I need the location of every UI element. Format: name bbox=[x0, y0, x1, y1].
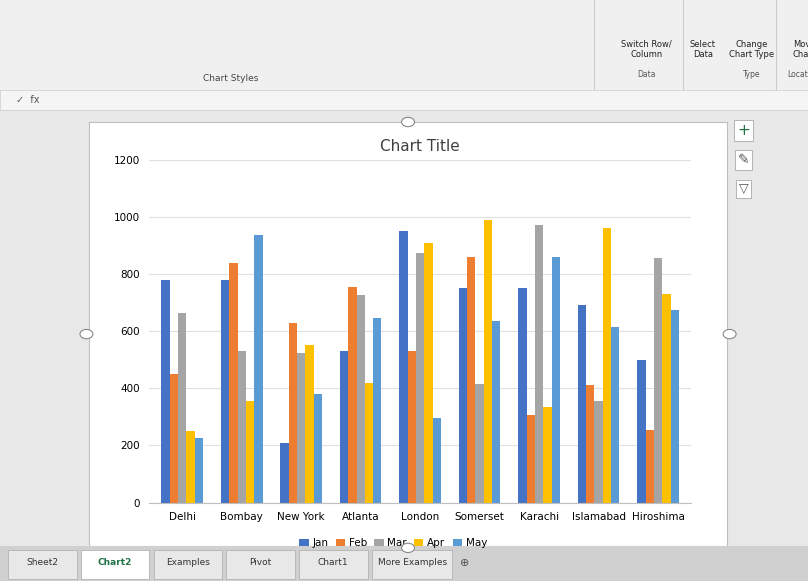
FancyBboxPatch shape bbox=[154, 550, 222, 579]
Text: Move
Chart: Move Chart bbox=[793, 40, 808, 59]
Text: Chart Styles: Chart Styles bbox=[203, 74, 258, 83]
FancyBboxPatch shape bbox=[81, 550, 149, 579]
Text: ⊕: ⊕ bbox=[460, 558, 469, 568]
Bar bbox=[373, 318, 381, 503]
Text: Sheet2: Sheet2 bbox=[27, 558, 58, 568]
Bar bbox=[459, 288, 467, 503]
Bar bbox=[195, 438, 203, 503]
Bar bbox=[365, 383, 373, 503]
Bar bbox=[162, 279, 170, 503]
Bar bbox=[178, 313, 187, 503]
Text: ▽: ▽ bbox=[739, 182, 748, 195]
Bar bbox=[229, 263, 238, 503]
Bar bbox=[527, 415, 535, 503]
Bar bbox=[255, 235, 263, 503]
Text: ✎: ✎ bbox=[738, 153, 749, 167]
Text: Chart1: Chart1 bbox=[318, 558, 348, 568]
Bar bbox=[424, 243, 432, 503]
Bar bbox=[348, 287, 356, 503]
Bar bbox=[467, 257, 475, 503]
Bar bbox=[654, 259, 663, 503]
Text: Data: Data bbox=[638, 70, 655, 79]
Text: Pivot: Pivot bbox=[250, 558, 271, 568]
Bar bbox=[638, 360, 646, 503]
Bar bbox=[663, 294, 671, 503]
Bar bbox=[187, 431, 195, 503]
Text: Select
Data: Select Data bbox=[690, 40, 716, 59]
Text: Examples: Examples bbox=[166, 558, 210, 568]
Bar bbox=[432, 418, 441, 503]
Bar bbox=[221, 279, 229, 503]
FancyBboxPatch shape bbox=[299, 550, 368, 579]
FancyBboxPatch shape bbox=[8, 550, 77, 579]
Text: Location: Location bbox=[788, 70, 808, 79]
Bar bbox=[280, 443, 288, 503]
Bar bbox=[238, 351, 246, 503]
Bar bbox=[484, 220, 492, 503]
Text: Change
Chart Type: Change Chart Type bbox=[729, 40, 774, 59]
Bar bbox=[170, 374, 178, 503]
Bar bbox=[297, 353, 305, 503]
FancyBboxPatch shape bbox=[226, 550, 295, 579]
Bar bbox=[535, 225, 543, 503]
Legend: Jan, Feb, Mar, Apr, May: Jan, Feb, Mar, Apr, May bbox=[295, 534, 491, 552]
Bar bbox=[305, 346, 314, 503]
Bar bbox=[340, 351, 348, 503]
Text: Chart2: Chart2 bbox=[98, 558, 133, 568]
Text: Chart Title: Chart Title bbox=[381, 139, 460, 154]
Bar bbox=[475, 384, 484, 503]
Bar bbox=[408, 351, 416, 503]
Bar bbox=[578, 306, 586, 503]
Text: More Examples: More Examples bbox=[377, 558, 447, 568]
Bar bbox=[518, 288, 527, 503]
Bar bbox=[552, 257, 560, 503]
Bar bbox=[288, 322, 297, 503]
Bar bbox=[492, 321, 500, 503]
Bar bbox=[399, 231, 408, 503]
FancyBboxPatch shape bbox=[372, 550, 452, 579]
Bar bbox=[543, 407, 552, 503]
Bar bbox=[646, 430, 654, 503]
Bar bbox=[356, 296, 365, 503]
Text: +: + bbox=[737, 123, 750, 138]
Bar bbox=[671, 310, 679, 503]
Text: Switch Row/
Column: Switch Row/ Column bbox=[621, 40, 671, 59]
Bar bbox=[314, 394, 322, 503]
Bar bbox=[586, 385, 595, 503]
Bar bbox=[595, 401, 603, 503]
Bar bbox=[246, 401, 255, 503]
Bar bbox=[603, 228, 611, 503]
Bar bbox=[416, 253, 424, 503]
Bar bbox=[611, 327, 620, 503]
Text: Type: Type bbox=[743, 70, 760, 79]
Text: ✓  fx: ✓ fx bbox=[16, 95, 40, 105]
